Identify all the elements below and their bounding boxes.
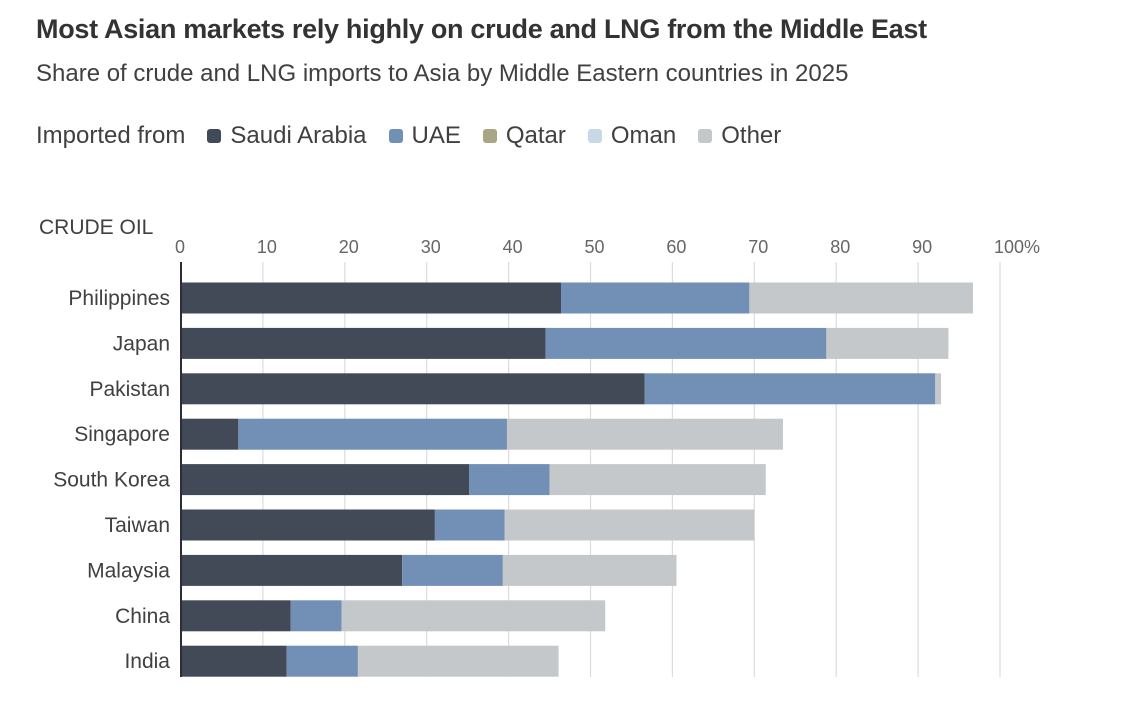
x-tick-label-50: 50 [585,237,605,257]
bar-malaysia-saudi-arabia [181,554,403,586]
bar-group-pakistan [181,373,942,405]
category-label-pakistan: Pakistan [89,378,170,401]
x-tick-label-20: 20 [339,237,359,257]
bar-taiwan-uae [434,509,505,541]
x-tick-label-40: 40 [503,237,523,257]
legend-item-uae: UAE [388,122,461,150]
legend-item-qatar: Qatar [482,122,566,150]
category-label-taiwan: Taiwan [105,514,170,537]
x-tick-label-30: 30 [421,237,441,257]
x-tick-label-100: 100% [994,237,1040,257]
legend-item-oman: Oman [587,122,677,150]
bar-pakistan-uae [644,373,936,405]
bar-group-india [181,645,559,677]
bar-group-south-korea [181,464,766,496]
category-label-china: China [115,605,170,628]
chart-subtitle: Share of crude and LNG imports to Asia b… [36,60,849,87]
bar-japan-other [826,327,949,359]
x-tick-label-70: 70 [748,237,768,257]
chart-title: Most Asian markets rely highly on crude … [36,14,927,44]
bar-china-saudi-arabia [181,600,291,632]
x-tick-label-60: 60 [666,237,686,257]
legend-swatch-other [698,129,713,143]
bar-south-korea-other [549,464,766,496]
bar-pakistan-saudi-arabia [181,373,645,405]
legend-swatch-saudi-arabia [207,129,222,143]
legend-lead-label: Imported from [36,122,186,149]
legend-swatch-qatar [482,129,497,143]
bar-group-malaysia [181,554,677,586]
x-tick-label-0: 0 [175,237,185,257]
bar-group-taiwan [181,509,755,541]
bar-group-japan [181,327,949,359]
bar-south-korea-saudi-arabia [181,464,470,496]
category-label-singapore: Singapore [74,423,170,446]
legend-swatch-oman [587,129,602,143]
bar-taiwan-other [504,509,755,541]
bar-philippines-uae [561,282,750,314]
category-label-japan: Japan [113,332,170,355]
bar-malaysia-other [502,554,677,586]
category-label-malaysia: Malaysia [87,559,170,582]
bar-singapore-uae [238,418,507,450]
bar-group-singapore [181,418,783,450]
bar-china-uae [290,600,342,632]
legend-item-saudi-arabia: Saudi Arabia [207,122,367,150]
section-label-crude-oil: CRUDE OIL [39,216,153,239]
legend: Imported from Saudi Arabia UAE Qatar Oma… [36,122,803,150]
x-tick-label-90: 90 [912,237,932,257]
bars [181,282,973,677]
bar-philippines-other [749,282,973,314]
bar-japan-uae [545,327,827,359]
bar-china-other [341,600,606,632]
legend-label-uae: UAE [411,122,461,149]
category-label-philippines: Philippines [68,287,170,310]
x-tick-label-10: 10 [257,237,277,257]
bar-philippines-saudi-arabia [181,282,562,314]
bar-japan-saudi-arabia [181,327,546,359]
bar-group-china [181,600,606,632]
bar-singapore-saudi-arabia [181,418,239,450]
legend-label-other: Other [721,122,782,149]
bar-south-korea-uae [469,464,550,496]
bar-taiwan-saudi-arabia [181,509,435,541]
legend-label-qatar: Qatar [505,122,566,149]
x-axis-tick-labels: 0 10 20 30 40 50 60 70 80 90 100% [175,237,1040,257]
x-tick-label-80: 80 [830,237,850,257]
bar-malaysia-uae [402,554,503,586]
bar-india-uae [286,645,358,677]
category-labels: Philippines Japan Pakistan Singapore South K… [53,287,170,673]
category-label-south-korea: South Korea [53,469,170,492]
legend-label-saudi-arabia: Saudi Arabia [230,122,367,149]
bar-pakistan-other [935,373,942,405]
bar-singapore-other [506,418,783,450]
legend-swatch-uae [388,129,403,143]
legend-item-other: Other [698,122,781,150]
bar-india-other [357,645,559,677]
bar-group-philippines [181,282,973,314]
legend-label-oman: Oman [610,122,677,149]
category-label-india: India [124,650,170,673]
bar-india-saudi-arabia [181,645,287,677]
